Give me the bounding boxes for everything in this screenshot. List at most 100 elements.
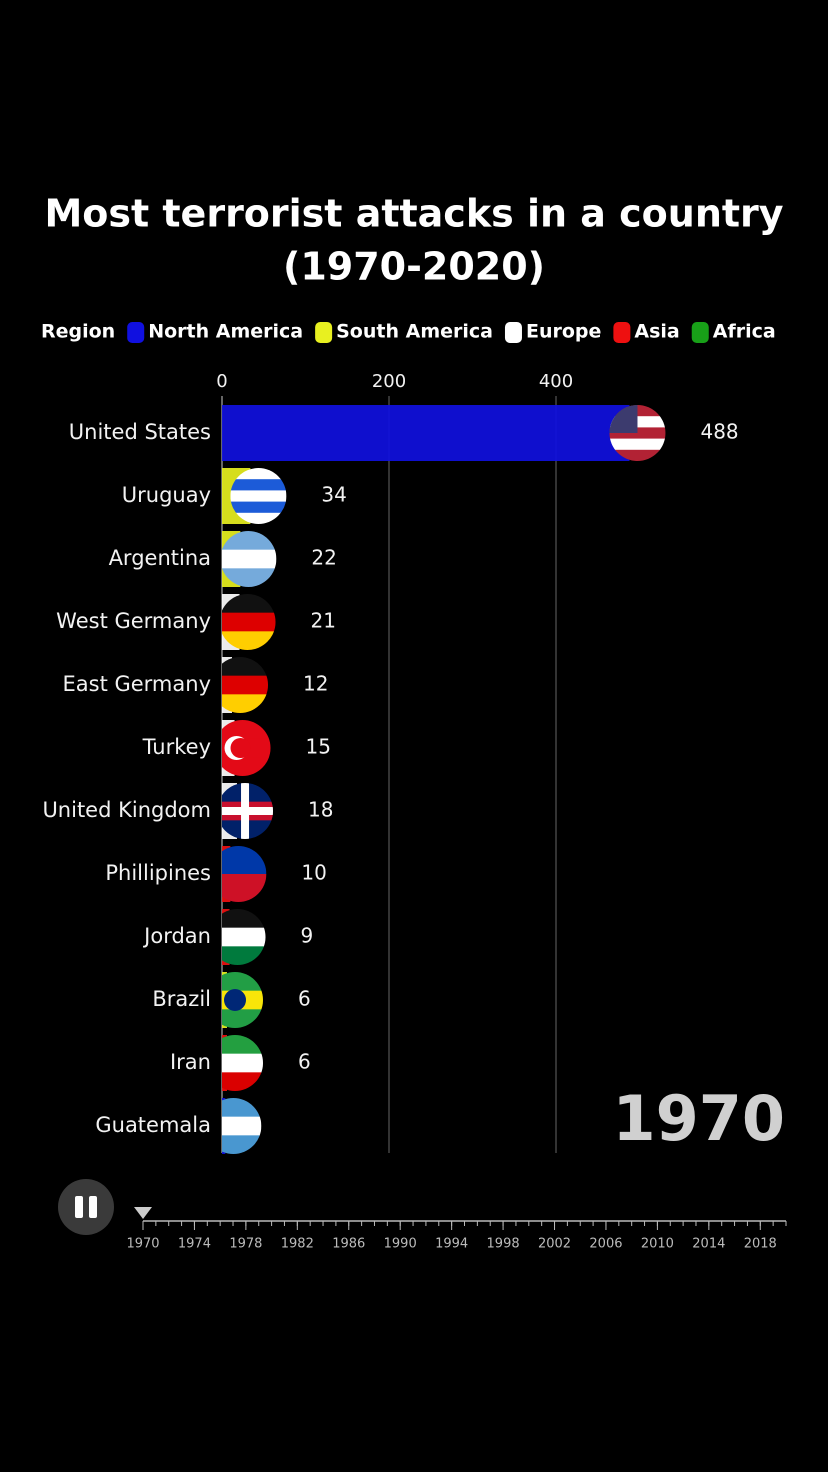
flag-image [222, 846, 267, 902]
flag-stripe [609, 438, 666, 451]
flag-image [230, 468, 287, 524]
timeline-tick-label: 1974 [178, 1237, 211, 1252]
legend-label: Africa [713, 321, 776, 343]
category-label: Iran [170, 1050, 211, 1074]
category-label: Jordan [142, 924, 211, 948]
legend-swatch [127, 322, 145, 343]
category-label: Guatemala [95, 1113, 211, 1137]
flag-image [222, 1098, 262, 1154]
flag-stripe [222, 1072, 264, 1091]
timeline-playhead[interactable] [134, 1207, 152, 1219]
legend-label: Asia [634, 321, 679, 343]
flag-stripe [222, 972, 264, 992]
flag-emblem [230, 738, 251, 758]
pause-icon [75, 1196, 83, 1218]
category-label: United Kingdom [42, 798, 211, 822]
flag-image [222, 657, 269, 713]
flag [222, 1098, 262, 1154]
flag-stripe [230, 468, 287, 480]
flag-stripe [222, 946, 266, 965]
flag-stripe [222, 568, 277, 587]
flag-image [222, 531, 277, 587]
x-tick-label: 0 [216, 371, 227, 392]
flag-stripe [222, 594, 276, 614]
flag [222, 783, 274, 839]
flag-stripe [222, 631, 276, 650]
value-label: 6 [298, 987, 311, 1011]
flag-image [609, 405, 666, 461]
timeline-tick-label: 1986 [332, 1237, 365, 1252]
flag [222, 909, 266, 965]
x-tick-label: 200 [372, 371, 406, 392]
pause-icon [89, 1196, 97, 1218]
flag [222, 531, 277, 587]
category-label: Phillipines [105, 861, 211, 885]
category-label: United States [69, 420, 211, 444]
timeline-tick-label: 2014 [692, 1237, 725, 1252]
legend-label: Europe [526, 321, 601, 343]
legend-label: North America [148, 321, 303, 343]
flag [222, 1035, 264, 1091]
category-label: Uruguay [122, 483, 211, 507]
timeline-tick-label: 1982 [281, 1237, 314, 1252]
flag [222, 657, 269, 713]
flag-image [222, 1035, 264, 1091]
category-label: West Germany [56, 609, 211, 633]
x-tick-label: 400 [539, 371, 573, 392]
flag-stripe [222, 1009, 264, 1028]
flag-stripe [222, 694, 269, 713]
value-label: 15 [306, 735, 331, 759]
flag [222, 594, 276, 650]
timeline-tick-label: 2006 [589, 1237, 622, 1252]
flag [230, 468, 287, 524]
flag-stripe [222, 909, 266, 929]
flag-stripe [222, 1116, 262, 1136]
value-label: 6 [298, 1050, 311, 1074]
flag-stripe [222, 874, 267, 902]
legend-swatch [315, 322, 333, 343]
value-label: 12 [303, 672, 328, 696]
flag-image [222, 909, 266, 965]
flag-cross [241, 783, 250, 839]
flag-image [222, 783, 274, 839]
flag-stripe [222, 612, 276, 632]
flag [222, 846, 267, 902]
flag-stripe [609, 449, 666, 461]
flag-stripe [230, 501, 287, 514]
value-label: 22 [311, 546, 336, 570]
timeline-tick-label: 1990 [384, 1237, 417, 1252]
flag-stripe [222, 531, 277, 551]
flag-stripe [222, 657, 269, 677]
flag-stripe [230, 490, 287, 503]
flag-stripe [222, 846, 267, 875]
category-label: Turkey [142, 735, 211, 759]
timeline-tick-label: 1994 [435, 1237, 468, 1252]
timeline-tick-label: 2002 [538, 1237, 571, 1252]
flag-image [222, 594, 276, 650]
flag-stripe [222, 1035, 264, 1055]
legend-title: Region [41, 321, 115, 343]
value-label: 21 [311, 609, 336, 633]
value-label: 10 [301, 861, 326, 885]
value-label: 9 [301, 924, 314, 948]
year-label: 1970 [612, 1082, 785, 1155]
flag-stripe [230, 479, 287, 491]
flag-stripe [222, 1098, 262, 1118]
pause-button[interactable] [58, 1179, 114, 1235]
pause-button-bg[interactable] [58, 1179, 114, 1235]
flag-stripe [609, 427, 666, 440]
legend-swatch [691, 322, 709, 343]
legend-label: South America [336, 321, 493, 343]
flag-image [222, 972, 264, 1028]
flag [609, 405, 666, 461]
flag-stripe [222, 1053, 264, 1073]
category-label: Brazil [152, 987, 211, 1011]
value-label: 488 [700, 420, 738, 444]
chart-title: (1970-2020) [283, 245, 545, 289]
timeline-tick-label: 1998 [487, 1237, 520, 1252]
timeline-tick-label: 2018 [744, 1237, 777, 1252]
flag-stripe [222, 675, 269, 695]
bar [222, 405, 630, 461]
timeline-tick-label: 1978 [229, 1237, 262, 1252]
